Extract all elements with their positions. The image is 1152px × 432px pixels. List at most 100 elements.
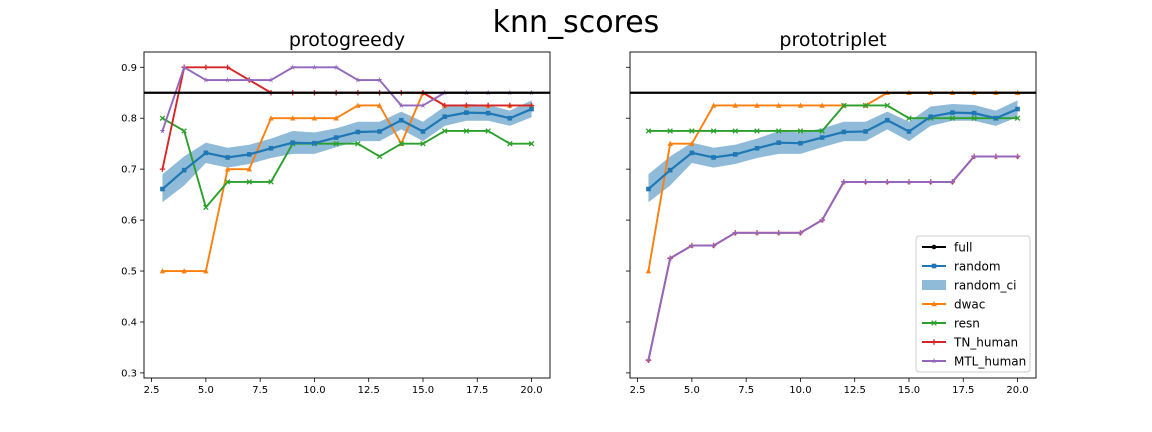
data-point (797, 229, 804, 236)
legend-item-full: full (922, 241, 973, 255)
data-point (1014, 115, 1021, 121)
data-point (398, 102, 405, 109)
data-point (528, 140, 535, 147)
data-point (246, 152, 252, 157)
data-point (927, 178, 934, 185)
x-tick-label: 12.5 (844, 385, 866, 396)
data-point (354, 76, 361, 83)
data-point (732, 128, 739, 134)
data-point (992, 153, 999, 160)
data-point (181, 167, 187, 173)
legend-label: full (954, 241, 973, 255)
figure-title: knn_scores (493, 5, 660, 40)
data-point (710, 128, 717, 134)
data-point (420, 129, 426, 134)
data-point (884, 178, 891, 185)
data-point (420, 140, 426, 147)
data-point (246, 166, 252, 172)
random-ci-band (162, 100, 532, 203)
y-tick-label: 0.3 (121, 368, 137, 379)
x-tick-label: 15.0 (898, 385, 920, 396)
series-resn (645, 102, 1021, 134)
data-point (689, 140, 695, 146)
data-point (159, 268, 166, 274)
data-point (862, 102, 869, 109)
data-point (863, 129, 868, 134)
legend-item-mtl-human: MTL_human (922, 355, 1026, 369)
chart-title: prototriplet (779, 29, 886, 51)
data-point (775, 229, 782, 236)
data-point (203, 204, 209, 211)
legend-marker (930, 357, 938, 364)
x-tick-label: 5.0 (198, 385, 214, 396)
x-tick-label: 12.5 (358, 385, 380, 396)
x-tick-label: 5.0 (684, 385, 700, 396)
chart-protogreedy: protogreedy 2.5 5.0 7.5 10.0 12.5 15.0 17.5 20.0… (121, 29, 551, 396)
data-point (754, 145, 760, 151)
y-tick-label: 0.5 (121, 267, 137, 278)
data-point (485, 102, 491, 109)
legend-marker (931, 263, 937, 269)
data-point (819, 102, 825, 108)
y-tick-label: 0.4 (121, 317, 137, 328)
data-point (667, 167, 673, 173)
chart-title: protogreedy (289, 29, 405, 51)
chart-prototriplet: prototriplet 2.5 5.0 7.5 10.0 12.5 15.0 17.5 20.… (626, 29, 1037, 396)
data-point (797, 128, 804, 134)
data-point (398, 140, 405, 147)
data-point (1014, 153, 1021, 160)
data-point (819, 216, 826, 223)
data-point (377, 129, 382, 134)
data-point (464, 110, 469, 115)
data-point (950, 110, 955, 115)
legend-label: dwac (954, 298, 985, 312)
data-point (203, 150, 209, 156)
data-point (732, 152, 738, 157)
legend-item-resn: resn (922, 317, 980, 331)
data-point (312, 140, 317, 146)
x-tick-label: 20.0 (1006, 385, 1028, 396)
x-tick-label: 2.5 (630, 385, 646, 396)
data-point (971, 153, 978, 160)
data-point (689, 128, 695, 134)
data-point (645, 356, 652, 363)
data-point (971, 110, 977, 116)
data-point (441, 128, 448, 134)
data-point (841, 102, 847, 109)
data-point (753, 229, 761, 236)
data-point (355, 129, 361, 135)
data-point (689, 150, 695, 156)
data-point (224, 166, 231, 172)
data-point (710, 242, 717, 249)
y-tick-label: 0.7 (121, 165, 137, 176)
data-point (333, 135, 339, 140)
data-point (905, 178, 913, 185)
data-point (862, 178, 869, 185)
y-tick-label: 0.6 (121, 216, 137, 227)
axes-frame (143, 51, 551, 379)
series-random (646, 106, 1020, 192)
data-point (355, 102, 361, 108)
legend-label: resn (954, 317, 980, 331)
legend-label: random_ci (954, 279, 1016, 293)
data-point (711, 155, 716, 160)
data-point (376, 102, 383, 108)
data-point (442, 102, 448, 109)
data-point (710, 102, 717, 108)
data-point (203, 268, 209, 274)
legend-label: MTL_human (954, 355, 1026, 369)
data-point (507, 102, 513, 109)
data-point (971, 115, 977, 121)
data-point (485, 128, 491, 134)
data-point (949, 115, 956, 121)
legend-box (915, 235, 1031, 373)
x-tick-label: 17.5 (952, 385, 974, 396)
x-tick-label: 10.0 (303, 385, 325, 396)
data-point (884, 102, 891, 109)
data-point (529, 106, 534, 112)
data-point (507, 115, 513, 121)
data-point (268, 179, 274, 185)
legend-swatch (922, 280, 946, 290)
data-point (224, 64, 231, 70)
